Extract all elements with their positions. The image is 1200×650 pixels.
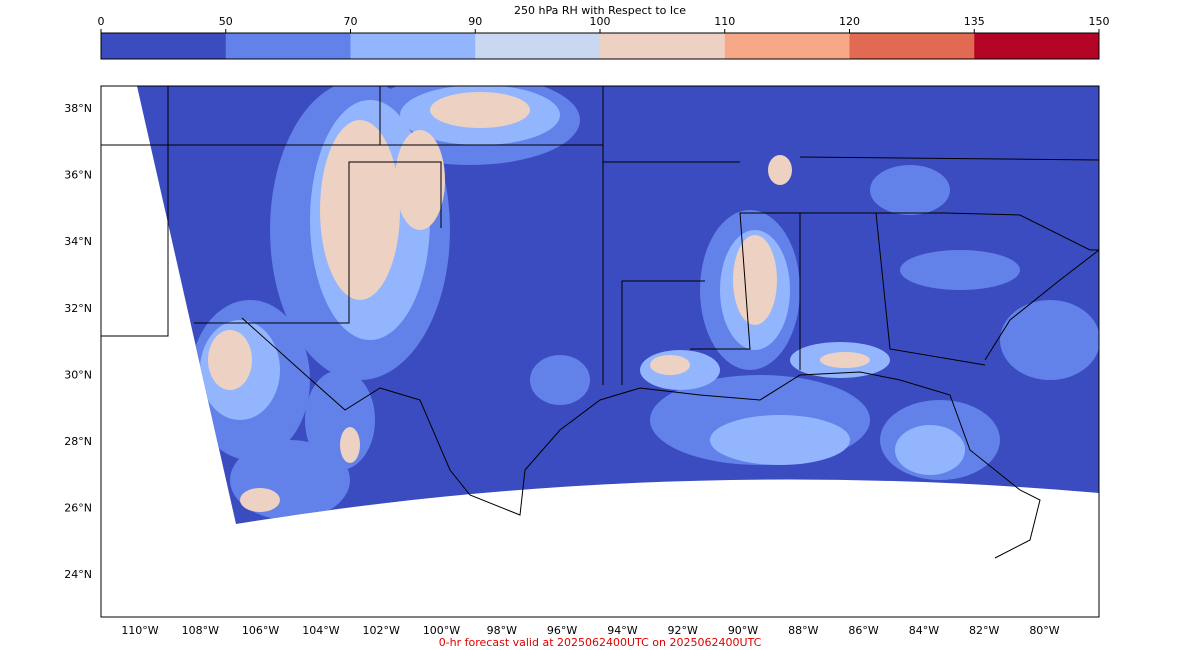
colorbar-segment — [974, 33, 1100, 59]
colorbar-segment — [350, 33, 476, 59]
latitude-label: 36°N — [64, 169, 92, 182]
colorbar-tick-label: 100 — [590, 15, 611, 28]
latitude-label: 28°N — [64, 435, 92, 448]
latitude-label: 30°N — [64, 368, 92, 381]
latitude-label: 38°N — [64, 102, 92, 115]
colorbar-tick-label: 110 — [714, 15, 735, 28]
longitude-label: 100°W — [423, 624, 460, 637]
longitude-label: 108°W — [182, 624, 219, 637]
map — [100, 85, 1100, 618]
latitude-label: 26°N — [64, 502, 92, 515]
colorbar-tick-label: 50 — [219, 15, 233, 28]
longitude-label: 88°W — [788, 624, 818, 637]
longitude-label: 86°W — [848, 624, 878, 637]
map-frame — [100, 85, 1100, 618]
colorbar-segment — [600, 33, 726, 59]
latitude-label: 34°N — [64, 235, 92, 248]
colorbar-tick-label: 70 — [344, 15, 358, 28]
colorbar-tick-label: 150 — [1089, 15, 1110, 28]
longitude-label: 104°W — [302, 624, 339, 637]
longitude-label: 92°W — [668, 624, 698, 637]
longitude-label: 98°W — [487, 624, 517, 637]
humidity-field — [190, 86, 1099, 520]
longitude-label: 110°W — [121, 624, 158, 637]
longitude-label: 94°W — [607, 624, 637, 637]
colorbar-title: 250 hPa RH with Respect to Ice — [514, 4, 686, 17]
longitude-label: 106°W — [242, 624, 279, 637]
colorbar-segment — [724, 33, 850, 59]
colorbar-segment — [475, 33, 601, 59]
colorbar: 0 50 70 90 100 110 120 135 150 — [98, 15, 1110, 60]
longitude-label: 82°W — [969, 624, 999, 637]
longitude-label: 96°W — [547, 624, 577, 637]
latitude-label: 32°N — [64, 302, 92, 315]
longitude-label: 102°W — [363, 624, 400, 637]
longitude-label: 84°W — [909, 624, 939, 637]
latitude-label: 24°N — [64, 568, 92, 581]
colorbar-tick-label: 135 — [964, 15, 985, 28]
longitude-label: 80°W — [1029, 624, 1059, 637]
colorbar-tick-label: 0 — [98, 15, 105, 28]
footer: 0-hr forecast valid at 2025062400UTC on … — [439, 636, 762, 649]
colorbar-tick-label: 90 — [468, 15, 482, 28]
colorbar-segment — [225, 33, 351, 59]
colorbar-segment — [849, 33, 975, 59]
boundaries — [101, 86, 1099, 559]
map-axes: 38°N 36°N 34°N 32°N 30°N 28°N 26°N 24°N 110°W 108… — [64, 102, 1060, 637]
longitude-label: 90°W — [728, 624, 758, 637]
colorbar-segment — [101, 33, 227, 59]
colorbar-tick-label: 120 — [839, 15, 860, 28]
